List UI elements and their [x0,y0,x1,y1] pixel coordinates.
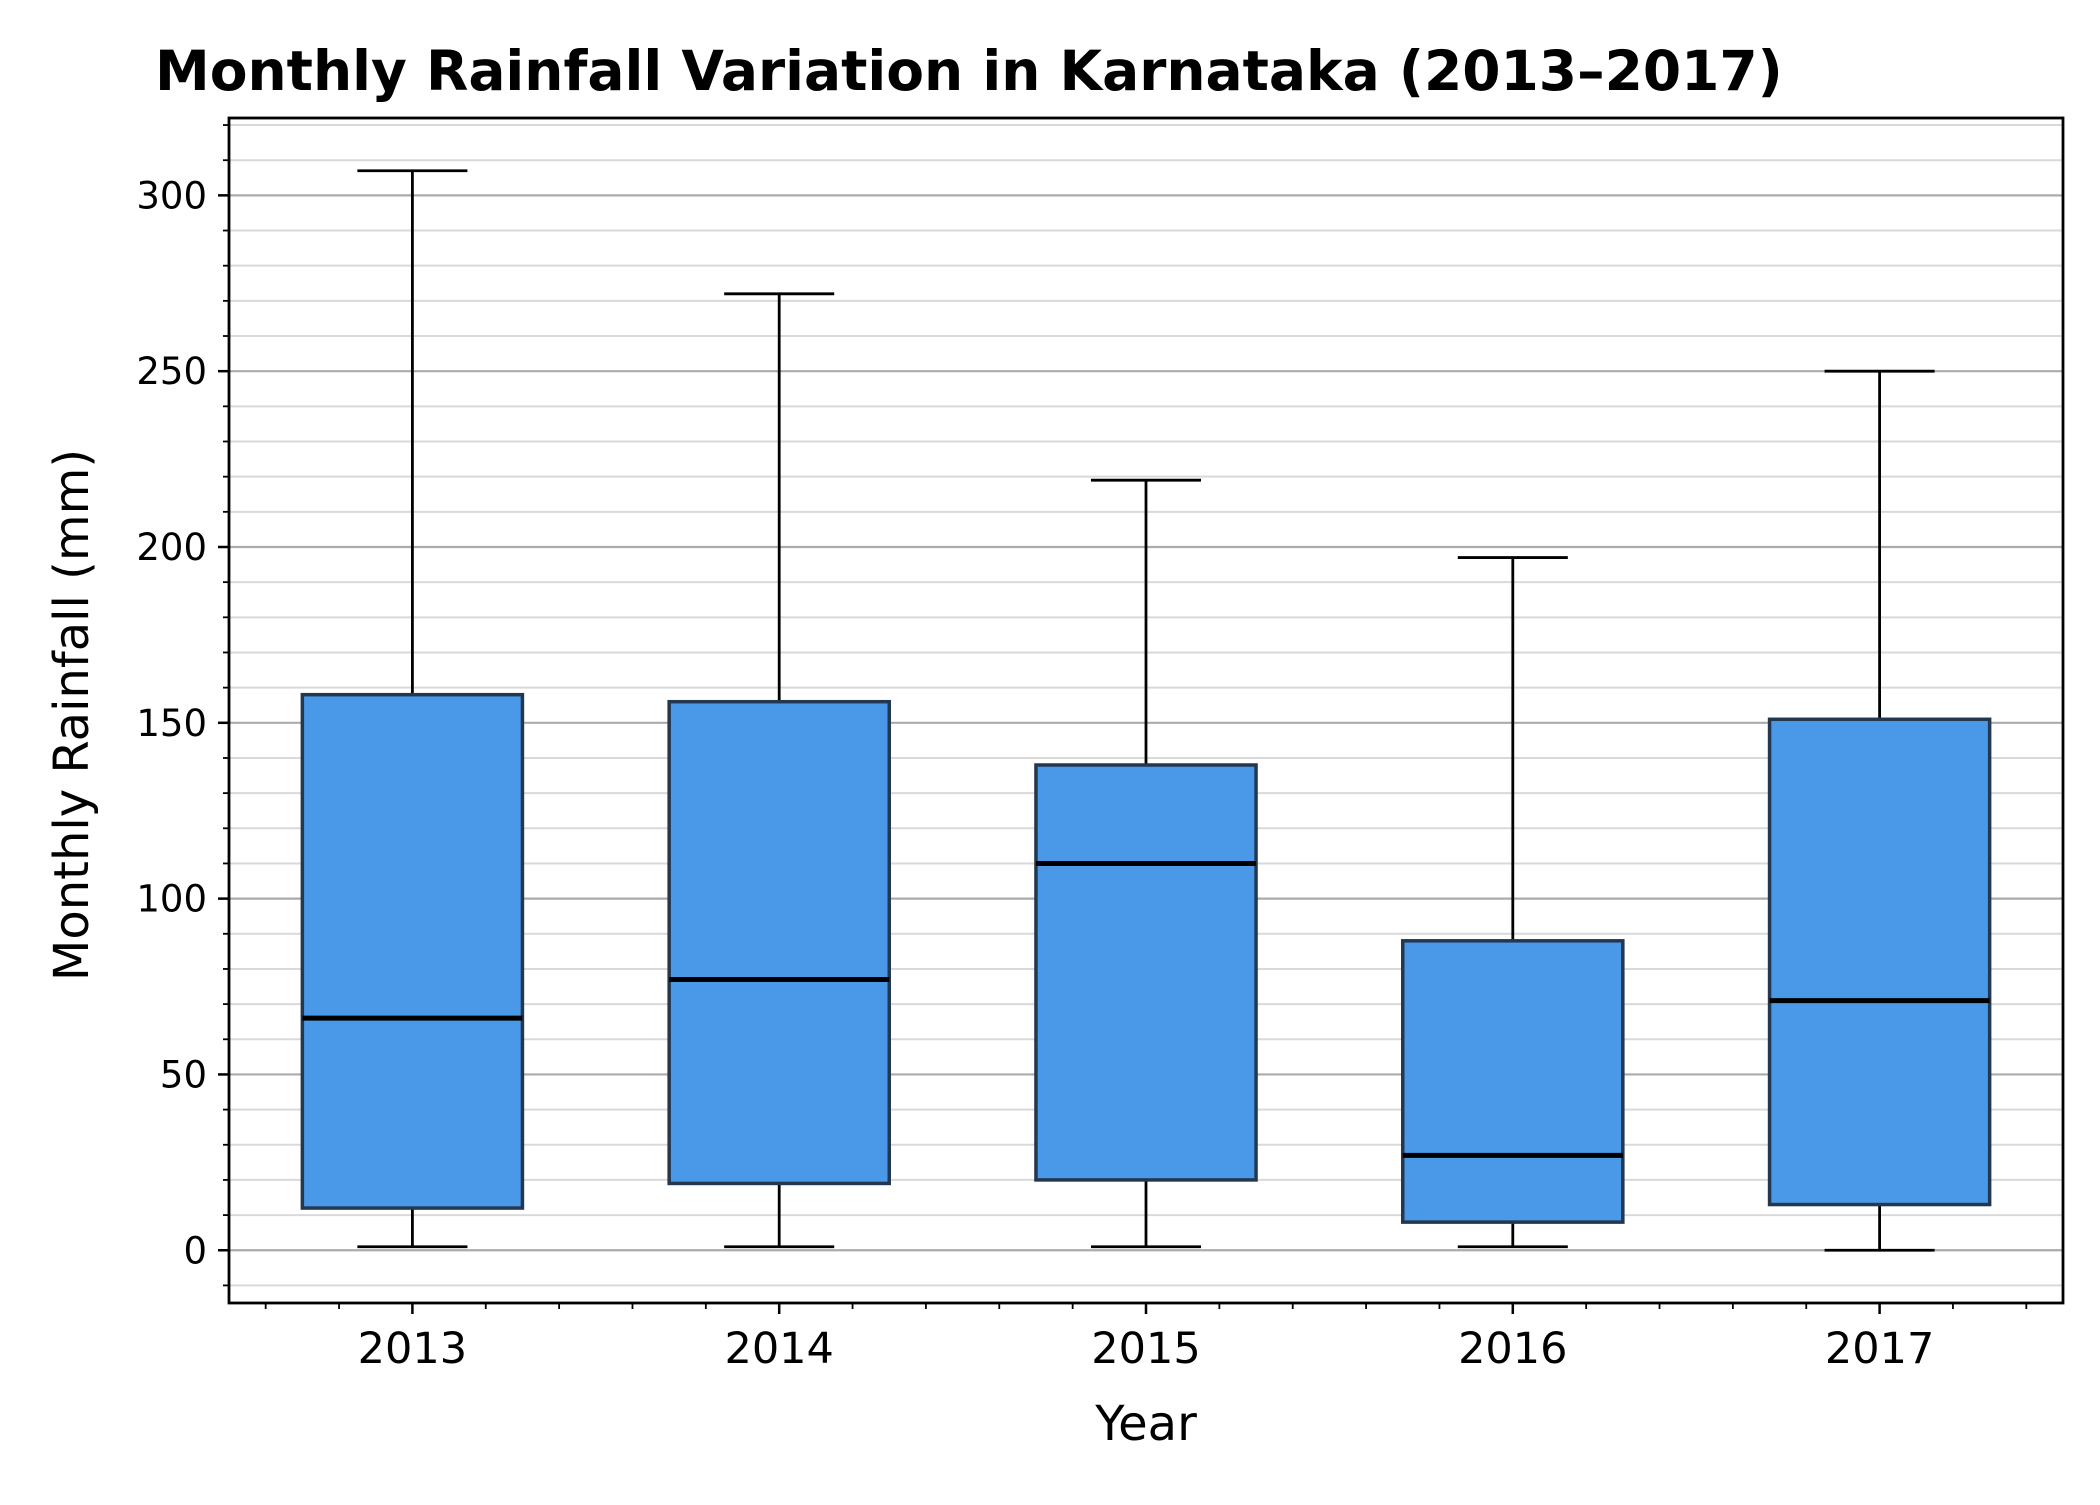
x-tick-label: 2016 [1458,1324,1567,1374]
x-tick-label: 2014 [724,1324,833,1374]
box-2014 [667,699,891,1186]
x-tick-label: 2013 [358,1324,467,1374]
y-tick-label: 250 [136,350,207,393]
y-tick-label: 200 [136,526,207,569]
y-tick-label: 100 [136,878,207,921]
plot-frame [227,116,2065,1305]
y-tick-label: 0 [183,1229,207,1272]
box-2013 [300,692,525,1210]
y-axis-label: Monthly Rainfall (mm) [44,449,100,981]
box-2016 [1401,939,1625,1224]
x-tick-label: 2017 [1825,1324,1934,1374]
chart-title: Monthly Rainfall Variation in Karnataka … [155,39,1783,103]
box-2015 [1034,763,1258,1182]
x-tick-label: 2015 [1091,1324,1200,1374]
y-tick-label: 300 [136,174,207,217]
y-tick-label: 150 [136,702,207,745]
box-2017 [1767,717,1992,1207]
x-axis-label: Year [1094,1396,1197,1452]
y-tick-label: 50 [160,1053,207,1096]
